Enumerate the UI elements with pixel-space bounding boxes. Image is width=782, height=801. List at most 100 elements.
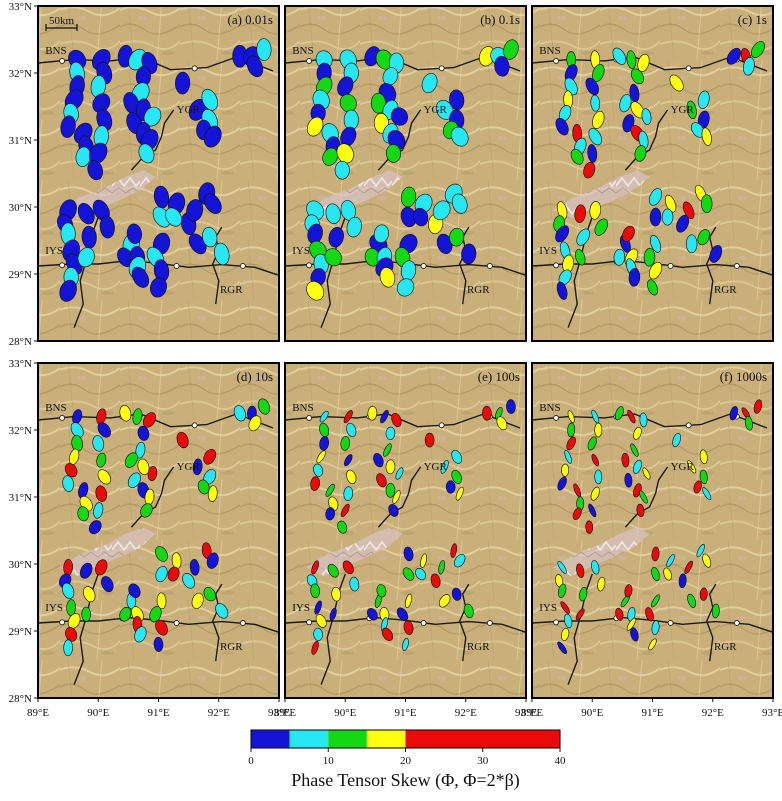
phase-tensor-ellipse xyxy=(343,486,354,501)
phase-tensor-ellipse xyxy=(381,627,394,642)
phase-tensor-ellipse xyxy=(450,543,457,558)
phase-tensor-ellipse xyxy=(633,459,642,474)
phase-tensor-ellipse xyxy=(192,458,203,476)
ygr-fault xyxy=(130,466,175,528)
bns-label: BNS xyxy=(45,402,66,414)
phase-tensor-ellipse xyxy=(138,143,155,164)
y-tick-label: 31°N xyxy=(9,492,32,504)
phase-tensor-ellipse xyxy=(175,71,191,95)
phase-tensor-ellipse xyxy=(461,243,477,265)
phase-tensor-ellipse xyxy=(624,472,633,488)
fault-marker xyxy=(59,619,65,626)
phase-tensor-ellipse xyxy=(128,583,141,599)
phase-tensor-ellipse xyxy=(346,422,357,438)
phase-tensor-ellipse xyxy=(349,576,360,592)
x-tick-label: 90°E xyxy=(87,707,109,719)
phase-tensor-ellipse xyxy=(137,458,150,476)
phase-tensor-ellipse xyxy=(663,567,672,581)
phase-tensor-ellipse xyxy=(83,586,96,603)
phase-tensor-ellipse xyxy=(482,405,492,421)
phase-tensor-ellipse xyxy=(336,143,354,164)
fault-marker xyxy=(59,262,65,269)
phase-tensor-ellipse xyxy=(615,607,624,621)
phase-tensor-ellipse xyxy=(150,277,167,298)
phase-tensor-ellipse xyxy=(340,436,351,451)
phase-tensor-ellipse xyxy=(315,614,327,628)
phase-tensor-ellipse xyxy=(63,639,73,657)
phase-tensor-ellipse xyxy=(591,453,600,467)
phase-tensor-ellipse xyxy=(451,469,463,484)
x-tick-label: 90°E xyxy=(334,707,356,719)
fault-marker xyxy=(173,263,180,269)
panel-5: (e) 100s BNS YGR IYS RGR 89°E 90°E 91°E 92°E 93°E xyxy=(274,362,537,719)
fault-marker xyxy=(438,422,445,429)
phase-tensor-ellipse xyxy=(343,410,353,424)
phase-tensor-ellipse xyxy=(649,207,662,227)
phase-tensor-ellipse xyxy=(87,160,104,181)
phase-tensor-ellipse xyxy=(648,261,663,280)
phase-tensor-ellipse xyxy=(651,546,660,562)
phase-tensor-ellipse xyxy=(383,443,392,457)
ygr-label: YGR xyxy=(424,104,448,116)
phase-tensor-ellipse xyxy=(612,47,627,65)
phase-tensor-ellipse xyxy=(651,620,660,635)
phase-tensor-ellipse xyxy=(626,50,637,69)
iys-label: IYS xyxy=(45,245,63,257)
phase-tensor-ellipse xyxy=(438,560,445,575)
ygr-label: YGR xyxy=(177,461,201,473)
phase-tensor-ellipse xyxy=(319,410,329,423)
phase-tensor-ellipse xyxy=(233,405,246,422)
iys-label: IYS xyxy=(292,245,310,257)
phase-tensor-ellipse xyxy=(451,449,463,464)
phase-tensor-ellipse xyxy=(70,422,84,438)
phase-tensor-ellipse xyxy=(191,592,204,609)
phase-tensor-ellipse xyxy=(587,144,598,163)
phase-tensor-ellipse xyxy=(186,199,204,222)
phase-tensor-ellipse xyxy=(495,406,503,420)
phase-tensor-ellipse xyxy=(203,587,216,602)
phase-tensor-ellipse xyxy=(614,406,624,421)
colorbar-bin xyxy=(251,730,290,748)
phase-tensor-ellipse xyxy=(701,127,712,146)
phase-tensor-ellipse xyxy=(402,567,415,581)
phase-tensor-ellipse xyxy=(153,185,170,209)
rgr-label: RGR xyxy=(220,284,243,296)
phase-tensor-ellipse xyxy=(699,449,708,465)
phase-tensor-ellipse xyxy=(400,186,417,208)
phase-tensor-ellipse xyxy=(95,485,108,502)
phase-tensor-ellipse xyxy=(424,432,435,448)
phase-tensor-ellipse xyxy=(155,619,168,636)
phase-tensor-ellipse xyxy=(687,460,697,474)
x-tick-label: 91°E xyxy=(641,707,663,719)
phase-tensor-ellipse xyxy=(135,441,146,459)
phase-tensor-ellipse xyxy=(256,38,272,61)
panel-6: (f) 1000s BNS YGR IYS RGR 89°E 90°E 91°E 92°E 93°… xyxy=(521,362,782,719)
phase-tensor-ellipse xyxy=(634,145,647,162)
phase-tensor-ellipse xyxy=(189,559,200,576)
phase-tensor-ellipse xyxy=(96,452,107,468)
colorbar-title: Phase Tensor Skew (Φ, Φ=2*β) xyxy=(291,770,520,791)
ygr-label: YGR xyxy=(177,104,201,116)
phase-tensor-ellipse xyxy=(506,399,516,414)
phase-tensor-ellipse xyxy=(325,203,341,224)
southwest-fault xyxy=(320,573,346,685)
phase-tensor-ellipse xyxy=(624,584,633,598)
fault-marker xyxy=(191,65,198,72)
x-tick-label: 93°E xyxy=(268,707,290,719)
phase-tensor-ellipse xyxy=(385,482,396,498)
phase-tensor-ellipse xyxy=(560,601,570,614)
fault-marker xyxy=(553,58,559,64)
y-tick-label: 33°N xyxy=(9,1,32,13)
phase-tensor-ellipse xyxy=(420,553,427,568)
phase-tensor-ellipse xyxy=(666,554,675,568)
phase-tensor-ellipse xyxy=(403,620,414,635)
fault-marker xyxy=(553,415,559,421)
phase-tensor-ellipse xyxy=(672,432,681,448)
phase-tensor-ellipse xyxy=(376,473,387,488)
phase-tensor-ellipse xyxy=(572,507,582,521)
phase-tensor-ellipse xyxy=(215,603,229,619)
phase-tensor-ellipse xyxy=(729,406,739,421)
phase-tensor-ellipse xyxy=(630,627,639,642)
phase-tensor-ellipse xyxy=(311,640,319,655)
phase-tensor-ellipse xyxy=(376,584,387,598)
